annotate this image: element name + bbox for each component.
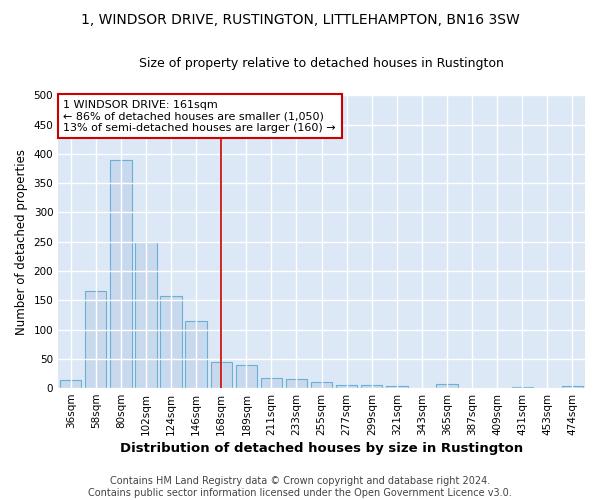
Bar	[261, 378, 282, 388]
Bar	[512, 387, 533, 388]
Bar	[185, 320, 207, 388]
Bar	[211, 362, 232, 388]
Text: Contains HM Land Registry data © Crown copyright and database right 2024.
Contai: Contains HM Land Registry data © Crown c…	[88, 476, 512, 498]
Bar	[60, 380, 82, 388]
X-axis label: Distribution of detached houses by size in Rustington: Distribution of detached houses by size …	[120, 442, 523, 455]
Bar	[236, 364, 257, 388]
Bar	[361, 385, 382, 388]
Bar	[436, 384, 458, 388]
Title: Size of property relative to detached houses in Rustington: Size of property relative to detached ho…	[139, 58, 504, 70]
Bar	[336, 384, 358, 388]
Bar	[160, 296, 182, 388]
Bar	[136, 242, 157, 388]
Bar	[562, 386, 583, 388]
Text: 1 WINDSOR DRIVE: 161sqm
← 86% of detached houses are smaller (1,050)
13% of semi: 1 WINDSOR DRIVE: 161sqm ← 86% of detache…	[64, 100, 336, 133]
Bar	[110, 160, 131, 388]
Text: 1, WINDSOR DRIVE, RUSTINGTON, LITTLEHAMPTON, BN16 3SW: 1, WINDSOR DRIVE, RUSTINGTON, LITTLEHAMP…	[80, 12, 520, 26]
Bar	[85, 292, 106, 388]
Bar	[311, 382, 332, 388]
Bar	[386, 386, 407, 388]
Y-axis label: Number of detached properties: Number of detached properties	[15, 148, 28, 334]
Bar	[286, 380, 307, 388]
